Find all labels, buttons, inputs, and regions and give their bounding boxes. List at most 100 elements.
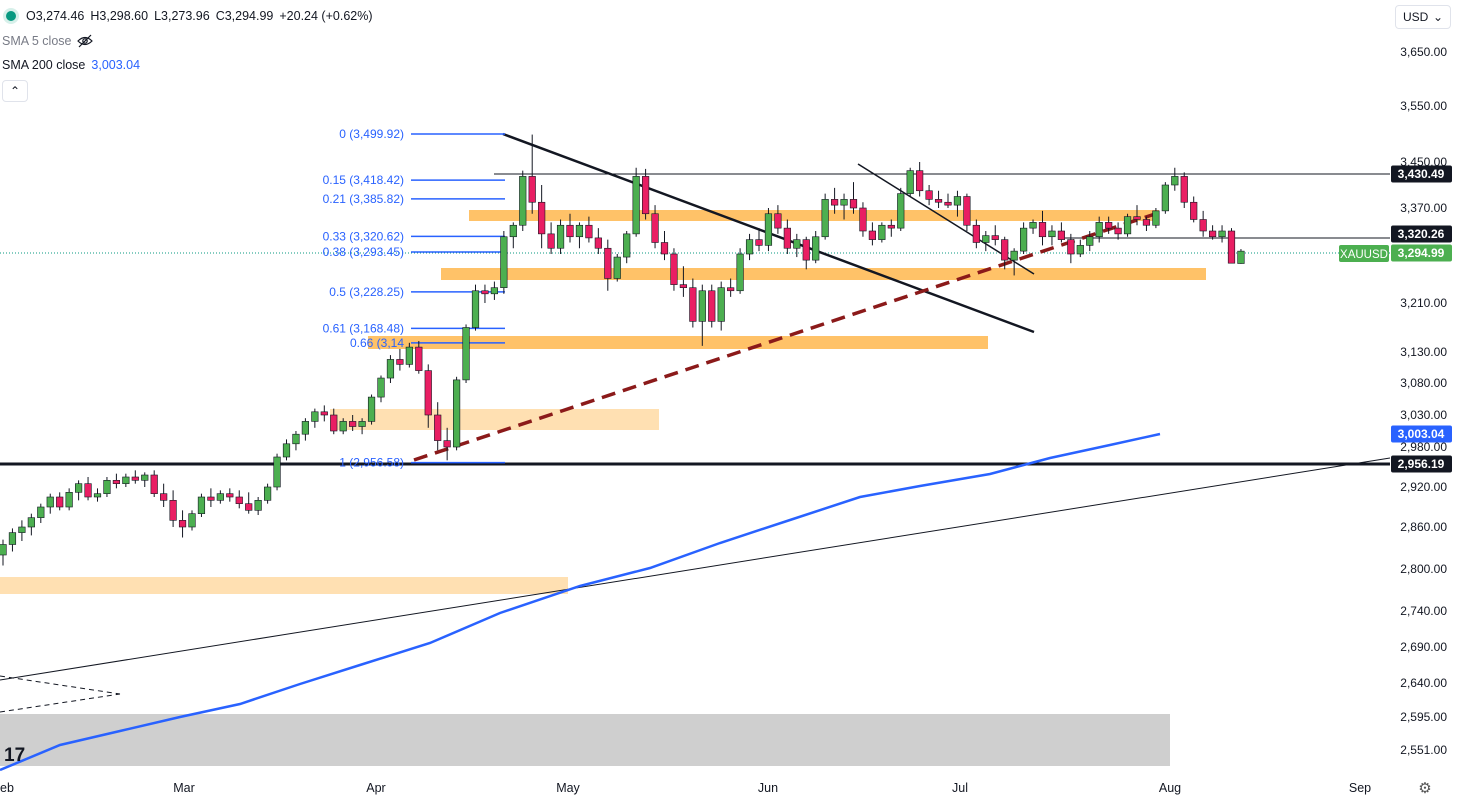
sma5-label: SMA 5 close xyxy=(2,34,72,48)
candle xyxy=(0,539,7,566)
candle-body xyxy=(1048,230,1056,238)
candle-body xyxy=(339,421,347,432)
candle xyxy=(65,488,73,511)
candle-body xyxy=(783,227,791,249)
price-axis: 3,650.003,550.003,450.003,370.003,290.00… xyxy=(1400,45,1447,757)
x-tick-label: Jul xyxy=(952,781,968,795)
candle-body xyxy=(878,224,886,240)
settings-gear-icon[interactable]: ⚙ xyxy=(1418,780,1432,797)
eye-off-icon[interactable] xyxy=(77,34,94,48)
candle-body xyxy=(887,224,895,229)
candle xyxy=(1057,222,1065,243)
candle xyxy=(226,488,234,502)
candle-body xyxy=(689,287,697,322)
candle xyxy=(906,167,914,197)
candle-body xyxy=(226,493,234,498)
ohlc-change: +20.24 (+0.62%) xyxy=(279,9,373,23)
candle-body xyxy=(897,193,905,229)
candle xyxy=(944,193,952,208)
candle xyxy=(575,222,584,249)
candle-body xyxy=(18,526,26,533)
candle-body xyxy=(528,176,536,203)
candle xyxy=(1227,228,1236,264)
candle-body xyxy=(349,421,357,427)
candle-body xyxy=(736,253,744,292)
candle-body xyxy=(849,199,858,209)
candle xyxy=(282,439,291,461)
zone-lower xyxy=(0,577,568,594)
candle xyxy=(434,402,442,451)
sma5-legend[interactable]: SMA 5 close xyxy=(2,34,94,48)
x-tick-label: eb xyxy=(0,781,14,795)
zone-3360 xyxy=(469,210,1159,221)
currency-select[interactable]: USD ⌄ xyxy=(1395,5,1451,29)
candle xyxy=(490,281,499,300)
candle xyxy=(301,418,310,441)
candle xyxy=(75,480,83,501)
candle xyxy=(1199,210,1207,237)
time-axis: eb Mar Apr May Jun Jul Aug Sep 17 xyxy=(0,745,1371,795)
fib-label-2: 0.21 (3,385.82) xyxy=(323,192,404,206)
sma200-legend[interactable]: SMA 200 close 3,003.04 xyxy=(2,58,140,72)
candle-body xyxy=(1086,236,1094,246)
candle xyxy=(812,231,820,264)
candle-body xyxy=(471,290,480,328)
fib-label-1: 0.15 (3,418.42) xyxy=(323,173,404,187)
candle-body xyxy=(452,379,461,448)
candle xyxy=(594,228,602,254)
candle-body xyxy=(500,236,508,288)
collapse-legend-button[interactable]: ⌃ xyxy=(2,80,28,102)
candle-body xyxy=(481,290,489,295)
candle-body xyxy=(575,224,584,238)
candle xyxy=(698,284,706,346)
chevron-down-icon: ⌄ xyxy=(1432,10,1443,24)
candle xyxy=(745,233,754,261)
candle-body xyxy=(623,233,631,258)
candle-body xyxy=(793,239,801,249)
candle-body xyxy=(367,396,376,422)
y-tick-label: 2,551.00 xyxy=(1400,743,1447,757)
price-tag-bg xyxy=(1391,455,1452,473)
candle-body xyxy=(0,544,7,556)
candle xyxy=(424,364,432,428)
chevron-up-icon: ⌃ xyxy=(9,84,21,98)
candle xyxy=(897,187,905,231)
fib-label-0: 0 (3,499.92) xyxy=(339,127,404,141)
ohlc-readout: O3,274.46 H3,298.60 L3,273.96 C3,294.99 … xyxy=(6,9,373,23)
trend-lines xyxy=(0,132,1391,713)
fib-label-4: 0.38 (3,293.45) xyxy=(323,245,404,259)
candle-body xyxy=(462,327,470,381)
ohlc-close: C3,294.99 xyxy=(215,9,274,23)
candle-body xyxy=(396,359,404,365)
candle xyxy=(1048,225,1056,246)
fibonacci-retracement: 0 (3,499.92) 0.15 (3,418.42) 0.21 (3,385.8… xyxy=(323,127,505,470)
candle xyxy=(1190,196,1198,223)
candle-body xyxy=(434,414,442,441)
candle xyxy=(566,213,574,243)
y-tick-label: 2,980.00 xyxy=(1400,440,1447,454)
candle-body xyxy=(604,247,612,279)
x-tick-label: Jun xyxy=(758,781,778,795)
long-trend-line xyxy=(0,457,1391,681)
dashed-channel-upper xyxy=(0,675,121,695)
candle-body xyxy=(235,496,243,504)
price-tag-label: 2,956.19 xyxy=(1398,457,1445,471)
candle-body xyxy=(1019,227,1028,252)
candle xyxy=(963,193,971,231)
candle-body xyxy=(405,346,413,365)
candle xyxy=(953,190,962,217)
candle xyxy=(8,528,17,552)
candle xyxy=(1152,208,1160,229)
candle xyxy=(755,228,763,252)
candle-body xyxy=(641,176,650,215)
candle-body xyxy=(1227,230,1236,264)
candle-body xyxy=(1209,230,1217,238)
candle xyxy=(1237,249,1245,264)
candles xyxy=(0,134,1245,566)
candle xyxy=(934,190,943,208)
candle-body xyxy=(651,213,659,243)
candle-body xyxy=(1171,176,1179,186)
candle-body xyxy=(188,513,196,528)
candle-body xyxy=(859,207,867,232)
